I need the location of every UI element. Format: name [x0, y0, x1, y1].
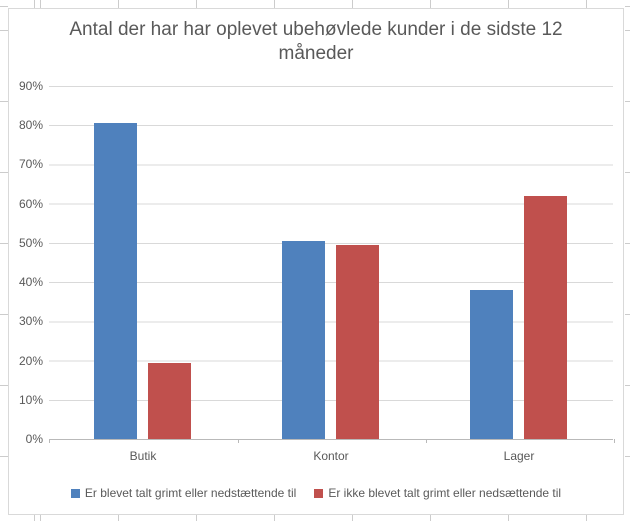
y-tick-label: 10%	[18, 392, 43, 407]
axis-tick	[237, 439, 239, 443]
y-tick-label: 70%	[18, 157, 43, 172]
x-axis-ticks	[49, 439, 615, 444]
legend-label: Er blevet talt grimt eller nedstættende …	[84, 486, 297, 500]
y-tick-label: 90%	[18, 79, 43, 93]
y-tick-label: 30%	[18, 314, 43, 329]
worksheet-gridline-ticks-bottom	[0, 515, 630, 521]
chart-title: Antal der har har oplevet ubehøvlede kun…	[69, 19, 563, 65]
y-tick-label: 0%	[25, 432, 43, 446]
worksheet-gridline-ticks-top	[0, 0, 630, 8]
chart-area[interactable]: Antal der har har oplevet ubehøvlede kun…	[8, 8, 624, 515]
y-tick-label: 80%	[18, 118, 43, 133]
plot-area	[49, 86, 613, 440]
bar-series-2[interactable]	[524, 195, 567, 439]
bar-group	[49, 86, 237, 439]
bar-series-2[interactable]	[336, 244, 379, 439]
category-label: Kontor	[313, 449, 349, 463]
bar-group	[425, 86, 613, 439]
axis-tick	[49, 439, 50, 443]
y-axis-labels: 0% 10% 20% 30% 40% 50% 60% 70% 80% 90%	[9, 80, 43, 445]
category-label: Butik	[129, 449, 157, 463]
x-axis-labels: Butik Kontor Lager	[49, 450, 613, 466]
axis-tick	[426, 439, 428, 443]
legend-item[interactable]: Er ikke blevet talt grimt eller nedsætte…	[314, 486, 561, 500]
bar-series-2[interactable]	[148, 362, 191, 439]
bar-series-1[interactable]	[470, 289, 513, 439]
bar-series-1[interactable]	[94, 123, 137, 439]
worksheet-gridline-ticks-left	[0, 0, 8, 521]
y-tick-label: 50%	[18, 235, 43, 250]
legend-item[interactable]: Er blevet talt grimt eller nedstættende …	[70, 486, 297, 500]
category-label: Lager	[503, 449, 535, 463]
legend-label: Er ikke blevet talt grimt eller nedsætte…	[328, 486, 562, 500]
legend: Er blevet talt grimt eller nedstættende …	[9, 485, 623, 501]
bar-group	[237, 86, 425, 439]
worksheet-gridline-ticks-right	[625, 0, 630, 521]
y-tick-label: 20%	[18, 353, 43, 368]
legend-swatch	[314, 488, 324, 498]
bar-series-1[interactable]	[282, 240, 325, 439]
y-tick-label: 60%	[18, 196, 43, 211]
axis-tick	[614, 439, 615, 443]
y-tick-label: 40%	[18, 275, 43, 290]
legend-swatch	[70, 488, 80, 498]
